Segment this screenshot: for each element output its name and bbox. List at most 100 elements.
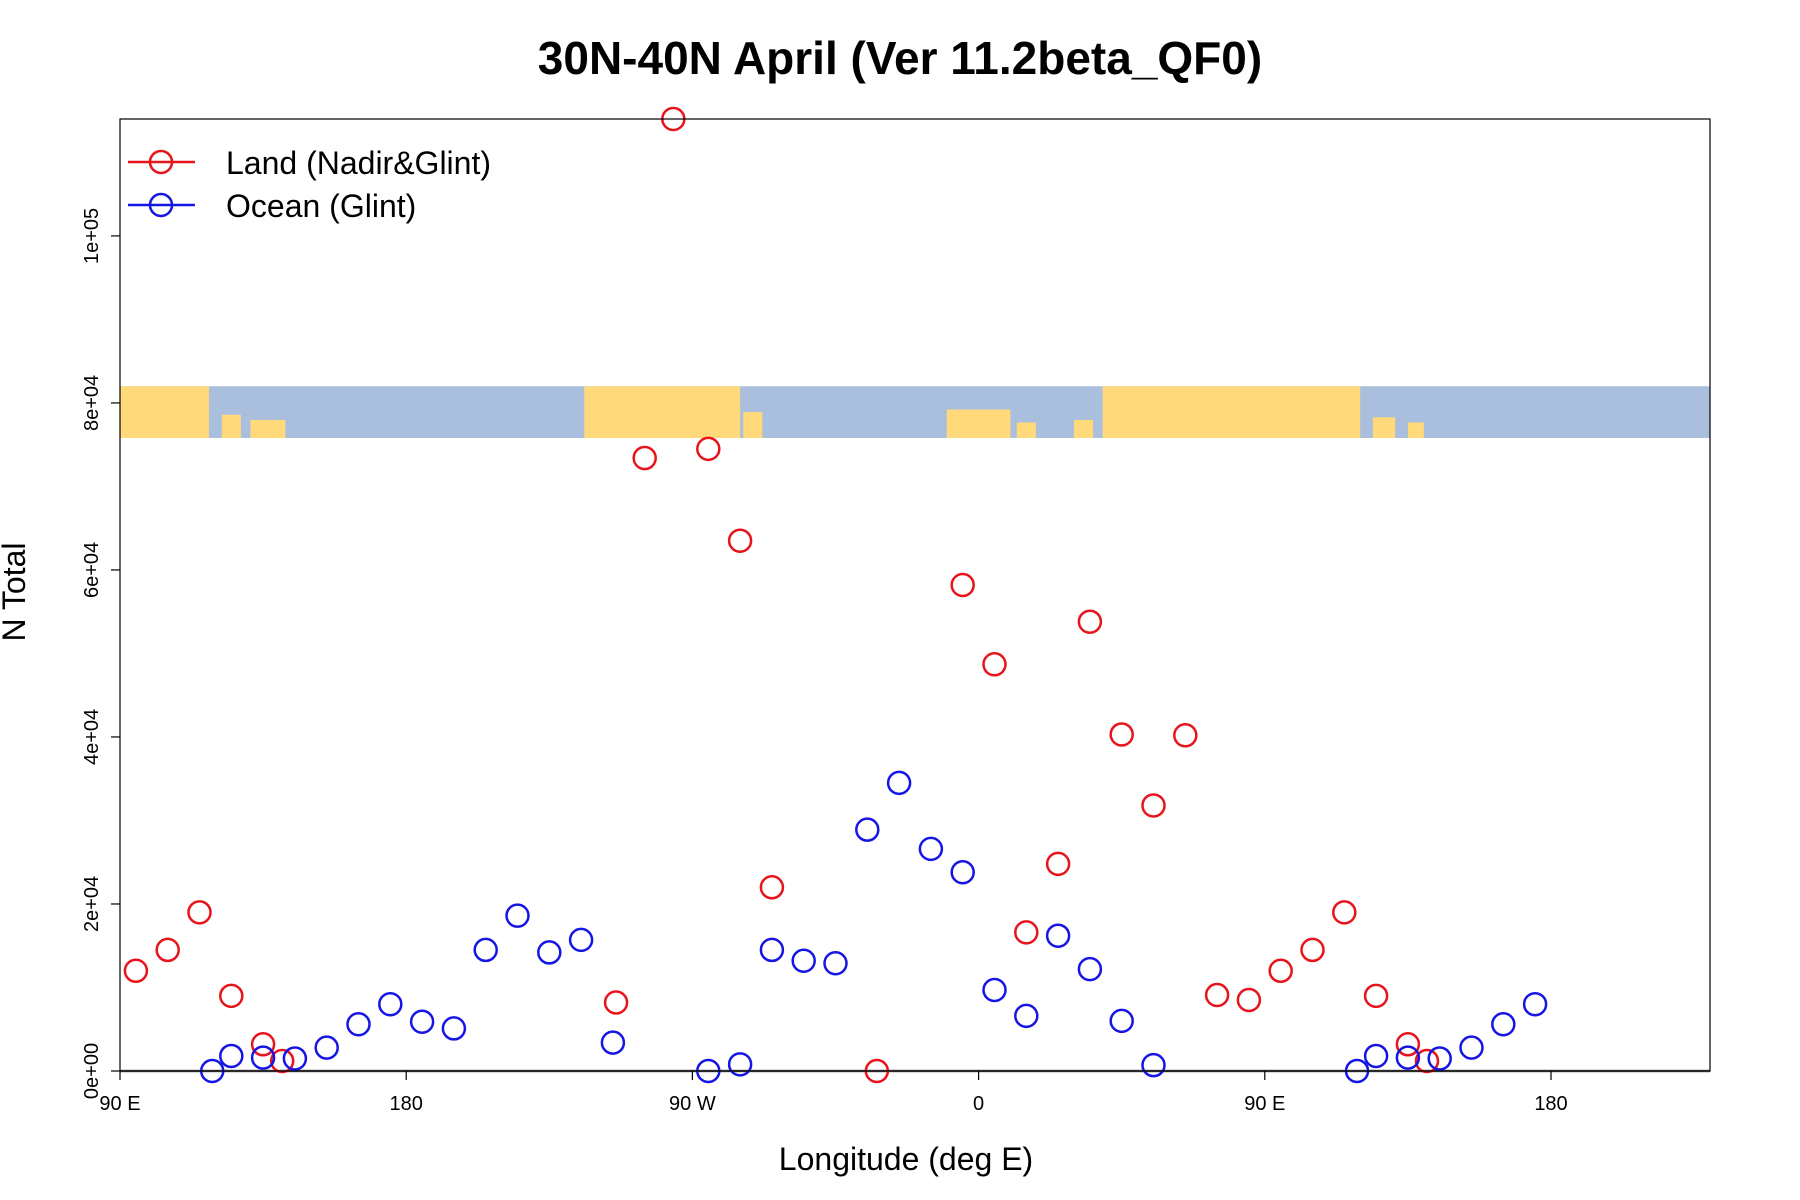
point-s0-11: [759, 875, 785, 900]
point-s1-27: [1109, 1008, 1134, 1034]
series-1: [199, 770, 1548, 1084]
point-s1-11: [537, 940, 562, 965]
y-axis-label: N Total: [0, 542, 32, 641]
legend-land-label: Land (Nadir&Glint): [226, 145, 491, 181]
point-s1-8: [441, 1016, 467, 1041]
point-s1-5: [346, 1011, 371, 1037]
point-s1-16: [759, 937, 785, 963]
point-s0-9: [696, 436, 721, 462]
y-tick-label-2: 4e+04: [81, 709, 103, 765]
map-ocean: [120, 386, 1710, 439]
map-land-6: [1016, 422, 1036, 439]
point-s1-26: [1077, 956, 1103, 982]
point-s1-2: [250, 1045, 276, 1070]
y-tick-label-5: 1e+05: [81, 208, 103, 264]
point-s0-22: [1236, 987, 1262, 1013]
x-tick-label-0: 90 E: [99, 1093, 140, 1115]
point-s1-20: [886, 770, 912, 796]
point-s0-13: [950, 572, 975, 598]
chart-title: 30N-40N April (Ver 11.2beta_QF0): [538, 32, 1262, 84]
point-s1-22: [950, 859, 975, 885]
x-axis: 90 E 180 90 W 0 90 E 180: [99, 1071, 1568, 1115]
x-tick-label-1: 180: [390, 1093, 423, 1115]
point-s1-6: [378, 991, 403, 1017]
legend: Land (Nadir&Glint) Ocean (Glint): [128, 145, 491, 224]
point-s1-33: [1459, 1035, 1484, 1060]
map-land-3: [584, 386, 741, 439]
point-s1-4: [314, 1035, 339, 1060]
point-s1-10: [505, 903, 530, 928]
point-s1-23: [982, 977, 1007, 1003]
legend-land-marker: [148, 149, 174, 175]
x-axis-label: Longitude (deg E): [779, 1141, 1033, 1177]
map-land-9: [1372, 417, 1396, 439]
point-s0-15: [1014, 920, 1039, 945]
point-s0-6: [603, 990, 629, 1015]
map-land-2: [250, 419, 286, 439]
point-s1-18: [823, 951, 848, 976]
point-s1-7: [409, 1009, 435, 1034]
x-tick-label-5: 180: [1534, 1093, 1567, 1115]
point-s1-21: [918, 836, 944, 862]
point-s0-20: [1173, 723, 1198, 748]
map-land-0: [120, 386, 210, 439]
point-s0-7: [632, 445, 657, 471]
point-s1-17: [791, 948, 816, 974]
point-s0-27: [1395, 1032, 1421, 1057]
y-tick-label-4: 8e+04: [81, 375, 103, 431]
point-s0-0: [123, 958, 149, 984]
data-points: [123, 106, 1548, 1084]
point-s0-23: [1268, 958, 1293, 984]
series-0: [123, 106, 1440, 1084]
x-tick-label-2: 90 W: [669, 1093, 716, 1115]
point-s0-17: [1077, 609, 1103, 634]
y-tick-label-0: 0e+00: [81, 1043, 103, 1099]
point-s1-31: [1395, 1045, 1421, 1070]
point-s1-1: [219, 1043, 244, 1069]
point-s1-30: [1363, 1043, 1389, 1069]
point-s0-10: [727, 528, 753, 553]
plot-frame: [119, 118, 1711, 1072]
point-s1-34: [1491, 1011, 1516, 1037]
point-s0-28: [1414, 1048, 1440, 1074]
x-tick-label-4: 90 E: [1244, 1093, 1285, 1115]
point-s0-4: [250, 1032, 276, 1057]
point-s0-16: [1045, 851, 1071, 877]
point-s0-5: [269, 1048, 295, 1074]
point-s0-18: [1109, 722, 1134, 747]
point-s1-32: [1427, 1046, 1452, 1071]
point-s1-25: [1045, 923, 1071, 948]
point-s1-28: [1141, 1052, 1166, 1078]
point-s0-2: [187, 900, 212, 925]
map-land-5: [946, 409, 1011, 439]
point-s1-3: [282, 1046, 308, 1071]
y-tick-label-3: 6e+04: [81, 542, 103, 598]
point-s0-14: [982, 652, 1007, 677]
point-s0-26: [1363, 983, 1389, 1009]
point-s1-9: [473, 937, 498, 963]
y-tick-label-1: 2e+04: [81, 876, 103, 932]
legend-ocean-label: Ocean (Glint): [226, 188, 416, 224]
point-s0-21: [1204, 982, 1230, 1008]
point-s1-24: [1014, 1003, 1039, 1029]
point-s1-19: [855, 817, 880, 842]
y-axis: 0e+00 2e+04 4e+04 6e+04 8e+04 1e+05: [81, 208, 120, 1099]
point-s0-24: [1300, 937, 1325, 963]
point-s0-1: [155, 937, 180, 963]
x-tick-label-3: 0: [973, 1093, 984, 1115]
point-s1-12: [568, 927, 594, 953]
map-land-4: [743, 412, 763, 439]
map-land-7: [1074, 419, 1094, 439]
world-map-strip: [120, 386, 1710, 439]
point-s1-35: [1522, 991, 1548, 1017]
legend-ocean-marker: [148, 192, 174, 218]
point-s0-19: [1141, 793, 1166, 818]
map-land-1: [221, 414, 241, 439]
point-s1-13: [600, 1030, 626, 1055]
point-s0-3: [219, 983, 244, 1009]
point-s0-25: [1332, 900, 1357, 925]
point-s1-15: [727, 1052, 753, 1077]
map-land-8: [1102, 386, 1361, 439]
